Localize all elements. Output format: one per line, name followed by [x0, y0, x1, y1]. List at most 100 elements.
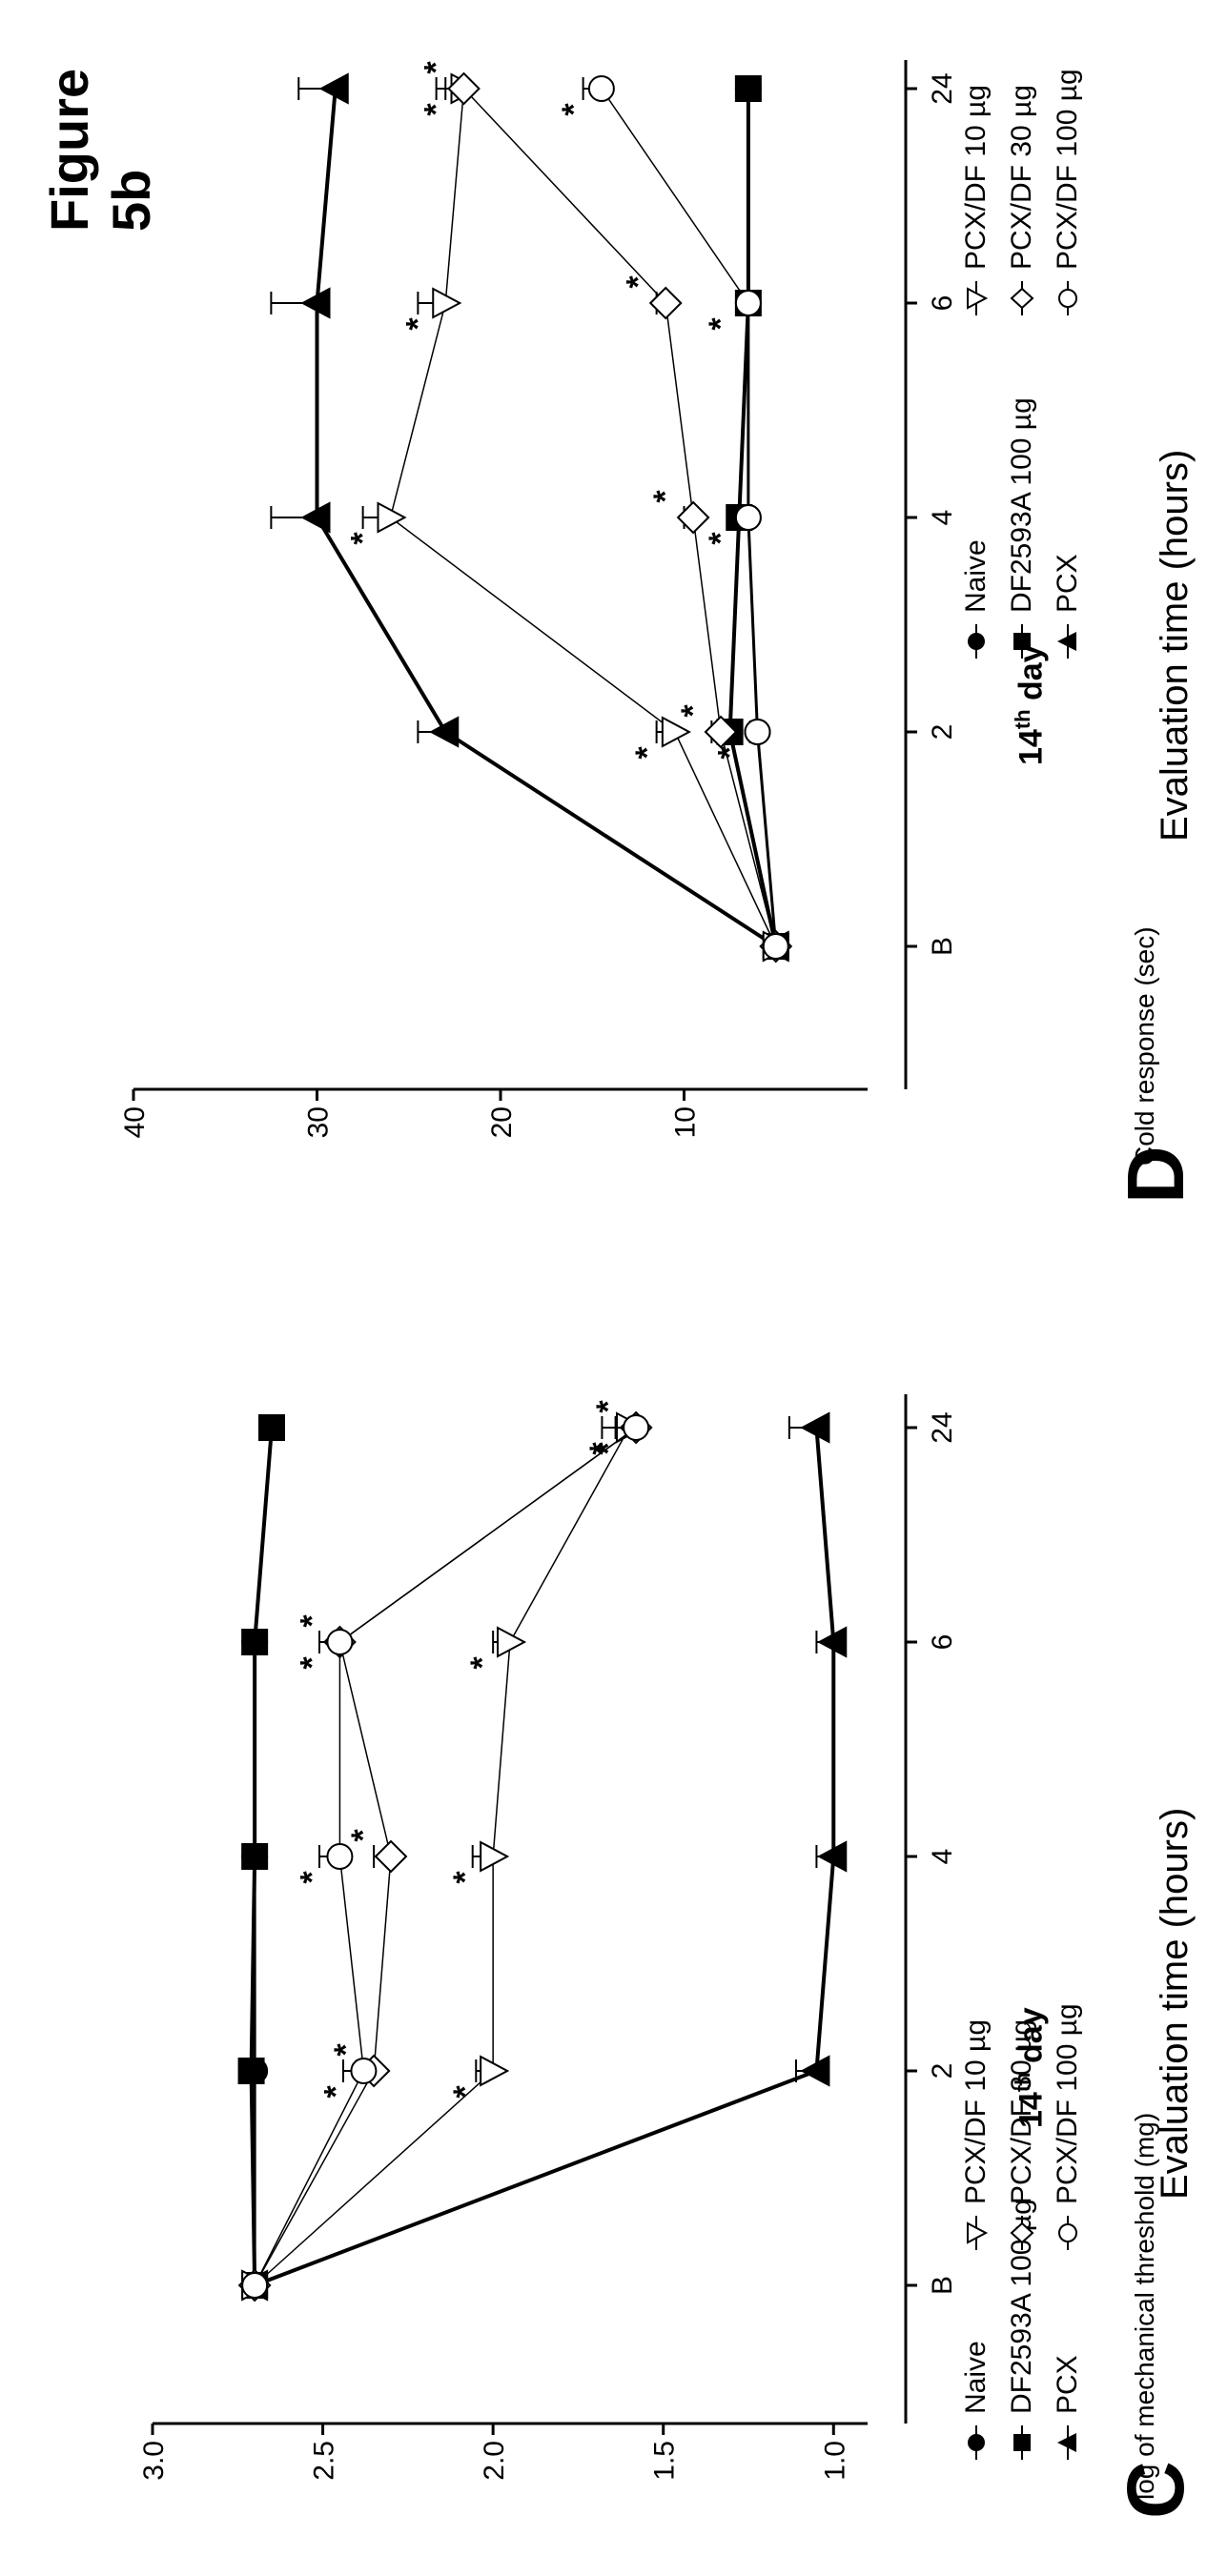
panel-c-series-pcx-df-100-ug-point	[350, 2058, 378, 2084]
panel-d-series-pcx-df-10-ug-significance-asterisk: *	[629, 746, 665, 760]
panel-c-series-pcx-df-100-ug-point	[326, 1843, 354, 1870]
filled-triangle-marker-icon	[1057, 2425, 1076, 2460]
panel-c-series-pcx-df-10-ug-significance-asterisk: *	[464, 1656, 501, 1670]
panel-d-series-pcx-df-10-ug-significance-asterisk: *	[399, 317, 436, 331]
panel-d-legend-pcx-df-30: PCX/DF 30 µg	[999, 3, 1045, 317]
panel-d-series-pcx-df-30-ug-significance-asterisk: *	[419, 61, 455, 74]
panel-d-series-pcx-df-100-ug-significance-asterisk: *	[712, 746, 748, 760]
panel-d-series-pcx-point	[300, 287, 331, 319]
panel-c-series-pcx-point	[817, 1840, 848, 1873]
panel-d-x-tick-label: 24	[927, 72, 958, 104]
panel-d-y-tick-label: 30	[303, 1106, 335, 1138]
open-triangle-marker-icon	[967, 2216, 989, 2250]
panel-c-series-pcx-df-30-ug-significance-asterisk: *	[328, 2043, 364, 2057]
panel-c-series-pcx-df-10-ug-point	[480, 2055, 510, 2087]
panel-d-legend-df2593a: DF2593A 100 µg	[999, 346, 1045, 660]
panel-c-legend-pcx-df-100: PCX/DF 100 µg	[1045, 1937, 1091, 2252]
filled-triangle-marker-icon	[1057, 624, 1076, 659]
panel-d-x-tick-label: 4	[927, 510, 958, 526]
filled-circle-marker-icon	[968, 624, 985, 659]
panel-c-y-tick-label: 1.5	[649, 2441, 681, 2481]
panel-d-series-pcx-df-30-ug-point	[704, 715, 738, 749]
panel-d-y-tick-label: 10	[670, 1106, 702, 1138]
panel-c-series-pcx-df-100-ug-significance-asterisk: *	[317, 2085, 354, 2099]
panel-c-series-pcx-df-10-ug-point	[480, 1840, 510, 1873]
panel-d-x-tick-label: 2	[927, 724, 958, 740]
panel-c-series-pcx-df-100-ug-significance-asterisk: *	[590, 1442, 626, 1455]
panel-c-series-pcx-df-100-ug-point	[241, 2272, 269, 2299]
panel-c-legend-pcx-df-30: PCX/DF 30 µg	[999, 1937, 1045, 2252]
filled-square-marker-icon	[1013, 2425, 1031, 2460]
panel-c-series-pcx-df-10-ug-significance-asterisk: *	[447, 1871, 483, 1884]
panel-d-series-pcx-df-30-ug-point	[447, 71, 481, 106]
panel-c-y-tick-label: 2.0	[479, 2441, 510, 2481]
panel-c-series-pcx-point	[817, 1626, 848, 1658]
panel-c-y-tick-label: 2.5	[309, 2441, 340, 2481]
open-circle-marker-icon	[1058, 2216, 1077, 2250]
panel-d-series-pcx-df-30-ug-point	[648, 286, 683, 320]
open-diamond-marker-icon	[1010, 2216, 1034, 2250]
panel-c-x-tick-label: 24	[927, 1411, 958, 1443]
panel-d-series-pcx-df-100-ug-point	[744, 719, 771, 745]
panel-c-series-df2593a-100-ug-point	[237, 2058, 265, 2084]
panel-d-series-pcx-df-30-ug-significance-asterisk: *	[675, 704, 711, 718]
panel-d-series-pcx-df-100-ug-point	[734, 504, 762, 531]
panel-d-series-pcx-df-30-ug-significance-asterisk: *	[647, 490, 684, 503]
panel-c-legend-pcx: PCX	[1045, 2176, 1091, 2462]
panel-d-y-tick-label: 40	[119, 1106, 151, 1138]
panel-c-legend-df2593a: DF2593A 100 µg	[999, 2176, 1045, 2462]
panel-c-series-pcx-df-30-ug-significance-asterisk: *	[590, 1400, 626, 1413]
panel-d-series-pcx-df-30-ug-point	[676, 500, 710, 535]
panel-d-series-pcx-df-10-ug-point	[432, 287, 462, 319]
panel-c-series-pcx-df-30-ug-significance-asterisk: *	[294, 1614, 330, 1628]
panel-c-series-pcx-df-10-ug-point	[497, 1626, 527, 1658]
panel-d-legend-pcx: PCX	[1045, 346, 1091, 660]
panel-c-series-df2593a-100-ug-point	[241, 1629, 269, 1655]
panel-d-series-pcx-df-10-ug-line	[389, 88, 777, 947]
panel-c-series-pcx-point	[800, 2055, 830, 2087]
panel-c-series-pcx-point	[800, 1411, 830, 1444]
panel-d-series-pcx-df-10-ug-significance-asterisk: *	[419, 103, 455, 116]
open-diamond-marker-icon	[1010, 281, 1034, 315]
panel-c-series-pcx-df-100-ug-significance-asterisk: *	[294, 1656, 330, 1670]
panel-d-legend-pcx-df-10: PCX/DF 10 µg	[953, 3, 999, 317]
panel-c-y-tick-label: 1.0	[819, 2441, 850, 2481]
panel-d-series-pcx-point	[429, 716, 460, 748]
panel-c-series-pcx-df-100-ug-point	[623, 1414, 650, 1441]
panel-d-series-pcx-df-10-ug-point	[661, 716, 691, 748]
panel-d-legend-left: Naive DF2593A 100 µg PCX	[953, 346, 1091, 660]
panel-c-x-tick-label: 4	[927, 1849, 958, 1865]
panel-c-series-pcx-df-10-ug-significance-asterisk: *	[447, 2085, 483, 2099]
panel-d-legend-right: PCX/DF 10 µg PCX/DF 30 µg PCX/DF 100 µg	[953, 3, 1091, 317]
panel-c-series-pcx-df-30-ug-significance-asterisk: *	[345, 1829, 381, 1842]
filled-square-marker-icon	[1013, 624, 1031, 659]
panel-d-series-pcx-df-10-ug-point	[377, 501, 407, 534]
panel-d-series-pcx-point	[318, 72, 349, 105]
panel-d-series-pcx-df-100-ug-significance-asterisk: *	[703, 532, 739, 545]
panel-c-legend-left: Naive DF2593A 100 µg PCX	[953, 2176, 1091, 2462]
open-circle-marker-icon	[1058, 281, 1077, 315]
panel-c-legend-pcx-df-10: PCX/DF 10 µg	[953, 1937, 999, 2252]
filled-circle-marker-icon	[968, 2425, 985, 2460]
panel-d-y-tick-label: 20	[486, 1106, 518, 1138]
panel-c-x-tick-label: 2	[927, 2063, 958, 2079]
panel-c-y-tick-label: 3.0	[138, 2441, 170, 2481]
panel-c-series-df2593a-100-ug-point	[241, 1843, 269, 1870]
panel-c-x-tick-label: 6	[927, 1634, 958, 1651]
panel-c-legend-right: PCX/DF 10 µg PCX/DF 30 µg PCX/DF 100 µg	[953, 1937, 1091, 2252]
panel-d-x-tick-label: B	[927, 937, 958, 956]
panel-d-series-pcx-df-100-ug-point	[734, 290, 762, 316]
panel-c-series-pcx-df-100-ug-point	[326, 1629, 354, 1655]
panel-d-series-pcx-point	[300, 501, 331, 534]
panel-c-series-pcx-df-100-ug-significance-asterisk: *	[294, 1871, 330, 1884]
panel-d-legend-pcx-df-100: PCX/DF 100 µg	[1045, 3, 1091, 317]
panel-c-series-df2593a-100-ug-point	[258, 1414, 285, 1441]
panel-d-series-pcx-df-10-ug-significance-asterisk: *	[345, 532, 381, 545]
panel-d-series-pcx-df-100-ug-significance-asterisk: *	[556, 103, 592, 116]
panel-d-x-tick-label: 6	[927, 295, 958, 312]
panel-d-series-pcx-df-100-ug-point	[587, 75, 615, 102]
panel-d-series-pcx-df-100-ug-significance-asterisk: *	[703, 317, 739, 331]
